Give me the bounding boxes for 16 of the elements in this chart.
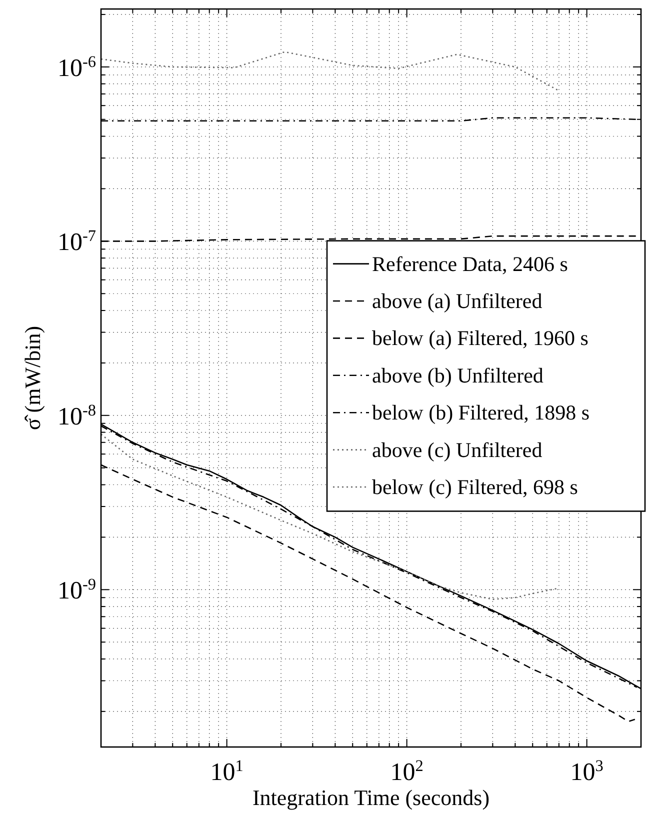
legend-label: above (b) Unfiltered: [372, 363, 544, 388]
legend-label: below (a) Filtered, 1960 s: [372, 326, 588, 350]
legend-label: above (a) Unfiltered: [372, 289, 543, 313]
x-axis-title: Integration Time (seconds): [252, 785, 490, 810]
y-tick-label: 10$^{-6}$: [57, 52, 96, 82]
x-tick-label: 10$^{2}$: [390, 757, 424, 786]
y-tick-label: 10$^{-9}$: [57, 576, 96, 605]
legend-label: above (c) Unfiltered: [372, 438, 543, 462]
y-tick-label: 10$^{-7}$: [57, 227, 96, 256]
x-tick-label: 10$^{1}$: [210, 757, 244, 786]
legend-label: below (b) Filtered, 1898 s: [372, 400, 590, 425]
y-axis-title: σ̂ (mW/bin): [20, 326, 45, 430]
legend-label: below (c) Filtered, 698 s: [372, 475, 578, 499]
y-tick-label: 10$^{-8}$: [57, 401, 96, 430]
legend-label: Reference Data, 2406 s: [372, 252, 568, 276]
x-tick-label: 10$^{3}$: [570, 757, 604, 786]
